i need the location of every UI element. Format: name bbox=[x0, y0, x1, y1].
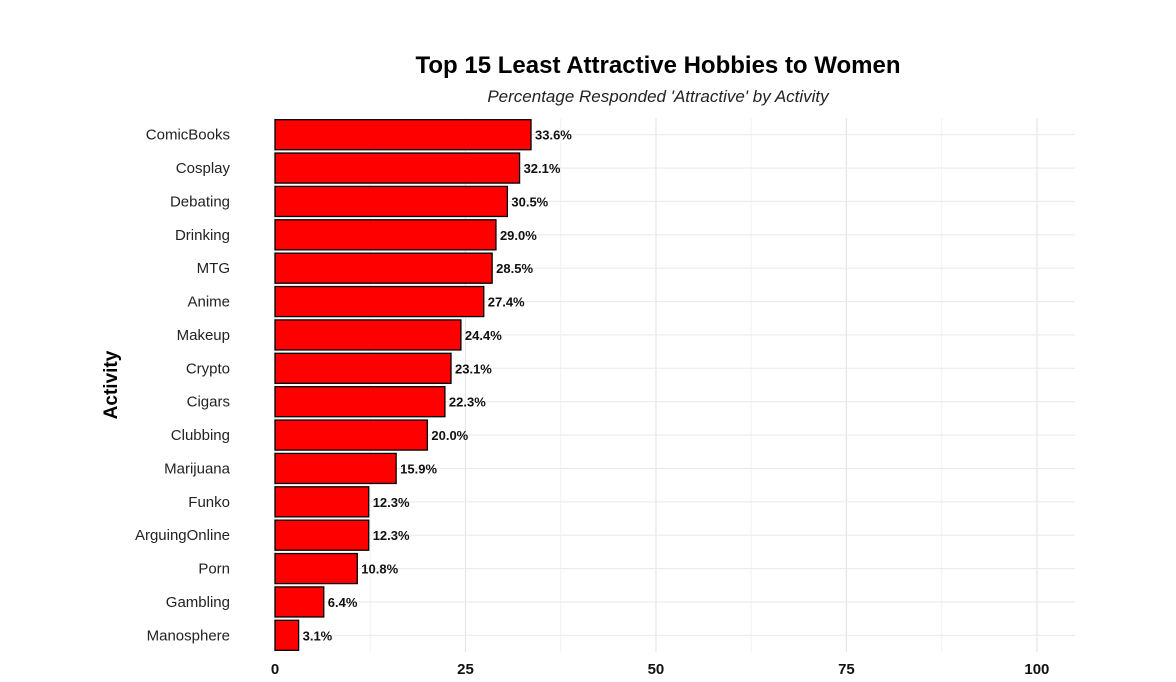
data-label: 29.0% bbox=[500, 228, 537, 243]
bars bbox=[274, 119, 532, 651]
bar-gambling bbox=[274, 586, 325, 618]
data-label: 10.8% bbox=[361, 562, 398, 577]
data-label: 27.4% bbox=[488, 295, 525, 310]
bar-cigars bbox=[274, 386, 446, 418]
category-label: Clubbing bbox=[171, 427, 230, 444]
category-label: MTG bbox=[197, 260, 230, 277]
bar-comicbooks bbox=[274, 119, 532, 151]
category-label: Funko bbox=[188, 494, 230, 511]
category-label: Debating bbox=[170, 193, 230, 210]
category-label: Manosphere bbox=[147, 627, 230, 644]
bar-cosplay bbox=[274, 152, 521, 184]
labels: ComicBooks 33.6% Cosplay 32.1% Debating 30.5%… bbox=[135, 127, 1049, 678]
data-label: 32.1% bbox=[524, 161, 561, 176]
category-label: Marijuana bbox=[164, 460, 231, 477]
category-label: Gambling bbox=[166, 594, 230, 611]
bar-debating bbox=[274, 185, 509, 218]
x-tick-label: 50 bbox=[648, 661, 665, 678]
bar-makeup bbox=[274, 319, 462, 351]
data-label: 20.0% bbox=[431, 428, 468, 443]
category-label: Porn bbox=[198, 561, 230, 578]
category-label: Crypto bbox=[186, 360, 230, 377]
data-label: 15.9% bbox=[400, 461, 437, 476]
data-label: 23.1% bbox=[455, 361, 492, 376]
category-label: Anime bbox=[187, 294, 230, 311]
data-label: 30.5% bbox=[511, 194, 548, 209]
bar-funko bbox=[274, 486, 370, 518]
bar-anime bbox=[274, 285, 485, 318]
data-label: 28.5% bbox=[496, 261, 533, 276]
bar-mtg bbox=[274, 252, 493, 284]
data-label: 12.3% bbox=[373, 528, 410, 543]
x-tick-label: 25 bbox=[457, 661, 474, 678]
data-label: 3.1% bbox=[303, 628, 333, 643]
bar-clubbing bbox=[274, 419, 429, 451]
x-tick-label: 100 bbox=[1024, 661, 1049, 678]
bar-drinking bbox=[274, 219, 497, 251]
category-label: Cosplay bbox=[176, 160, 231, 177]
bar-porn bbox=[274, 552, 358, 585]
category-label: Cigars bbox=[187, 394, 230, 411]
chart-title: Top 15 Least Attractive Hobbies to Women bbox=[415, 52, 901, 79]
category-label: ArguingOnline bbox=[135, 527, 230, 544]
chart-subtitle: Percentage Responded 'Attractive' by Act… bbox=[487, 87, 829, 106]
bar-arguingonline bbox=[274, 519, 370, 551]
category-label: Drinking bbox=[175, 227, 230, 244]
category-label: Makeup bbox=[177, 327, 230, 344]
data-label: 22.3% bbox=[449, 395, 486, 410]
data-label: 33.6% bbox=[535, 128, 572, 143]
x-tick-label: 0 bbox=[271, 661, 279, 678]
category-label: ComicBooks bbox=[146, 127, 230, 144]
bar-manosphere bbox=[274, 619, 300, 651]
data-label: 12.3% bbox=[373, 495, 410, 510]
bar-crypto bbox=[274, 352, 452, 384]
data-label: 24.4% bbox=[465, 328, 502, 343]
bar-marijuana bbox=[274, 452, 397, 485]
x-tick-label: 75 bbox=[838, 661, 855, 678]
data-label: 6.4% bbox=[328, 595, 358, 610]
